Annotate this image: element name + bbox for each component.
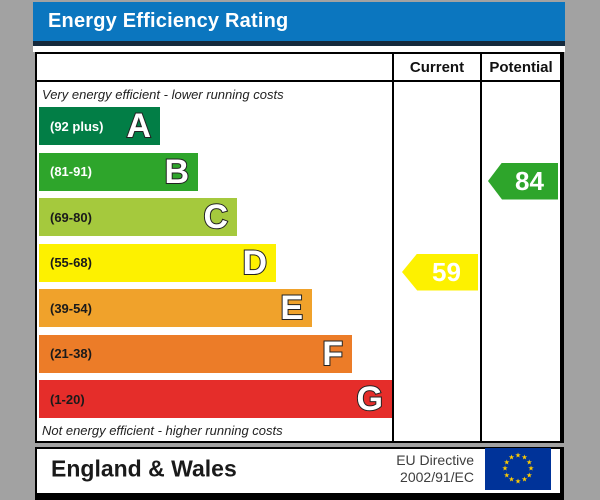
region-label: England & Wales xyxy=(51,455,237,482)
band-letter: A xyxy=(125,107,152,145)
band-letter: B xyxy=(163,152,190,191)
caption-very-efficient: Very energy efficient - lower running co… xyxy=(42,87,284,102)
band-letter: D xyxy=(241,243,268,282)
column-divider-potential xyxy=(480,54,482,441)
eu-star-icon: ★ xyxy=(503,459,510,466)
footer-bar: England & Wales EU Directive 2002/91/EC … xyxy=(35,447,564,500)
band-E: (39-54) E xyxy=(39,289,312,327)
epc-rating-chart: Current Potential Very energy efficient … xyxy=(35,52,564,443)
eu-directive-line2: 2002/91/EC xyxy=(400,469,474,485)
band-F: (21-38) F xyxy=(39,334,352,373)
band-range-label: (21-38) xyxy=(50,346,92,361)
band-range-label: (1-20) xyxy=(50,391,85,407)
eu-star-icon: ★ xyxy=(521,476,528,484)
eu-star-icon: ★ xyxy=(514,452,522,460)
band-range-label: (92 plus) xyxy=(50,118,104,134)
title-bar: Energy Efficiency Rating xyxy=(33,2,565,46)
eu-directive-line1: EU Directive xyxy=(396,452,474,469)
eu-star-icon: ★ xyxy=(503,472,510,479)
eu-star-icon: ★ xyxy=(508,476,515,484)
potential-column-header: Potential xyxy=(489,59,553,76)
current-rating-arrow: 59 xyxy=(402,253,478,291)
eu-star-icon: ★ xyxy=(508,454,515,462)
band-range-label: (81-91) xyxy=(50,164,92,179)
page-title: Energy Efficiency Rating xyxy=(48,10,289,32)
table-header-row xyxy=(37,54,560,82)
band-letter: F xyxy=(321,334,344,373)
eu-star-icon: ★ xyxy=(501,465,509,473)
band-C: (69-80) C xyxy=(39,198,237,236)
eu-directive-label: EU Directive 2002/91/EC xyxy=(396,452,474,486)
band-letter: E xyxy=(279,289,304,327)
eu-star-icon: ★ xyxy=(526,459,533,466)
band-A: (92 plus) A xyxy=(39,107,160,145)
potential-rating-arrow: 84 xyxy=(488,162,558,200)
eu-star-icon: ★ xyxy=(527,465,535,473)
band-letter: C xyxy=(202,198,229,236)
current-column-header: Current xyxy=(409,59,465,76)
band-range-label: (55-68) xyxy=(50,255,92,270)
potential-rating-value: 84 xyxy=(515,165,544,196)
current-rating-value: 59 xyxy=(432,256,461,287)
spacer xyxy=(33,46,565,52)
band-B: (81-91) B xyxy=(39,152,198,191)
column-divider-current xyxy=(392,54,394,441)
eu-star-icon: ★ xyxy=(514,478,522,486)
band-G: (1-20) G xyxy=(39,380,392,418)
band-range-label: (39-54) xyxy=(50,300,92,316)
band-letter: G xyxy=(356,380,384,418)
caption-not-efficient: Not energy efficient - higher running co… xyxy=(42,423,283,438)
eu-star-icon: ★ xyxy=(521,454,528,462)
band-D: (55-68) D xyxy=(39,243,276,282)
band-range-label: (69-80) xyxy=(50,209,92,225)
eu-flag-icon: ★ ★ ★ ★ ★ ★ ★ ★ ★ ★ ★ ★ xyxy=(485,448,551,490)
eu-star-icon: ★ xyxy=(526,472,533,479)
